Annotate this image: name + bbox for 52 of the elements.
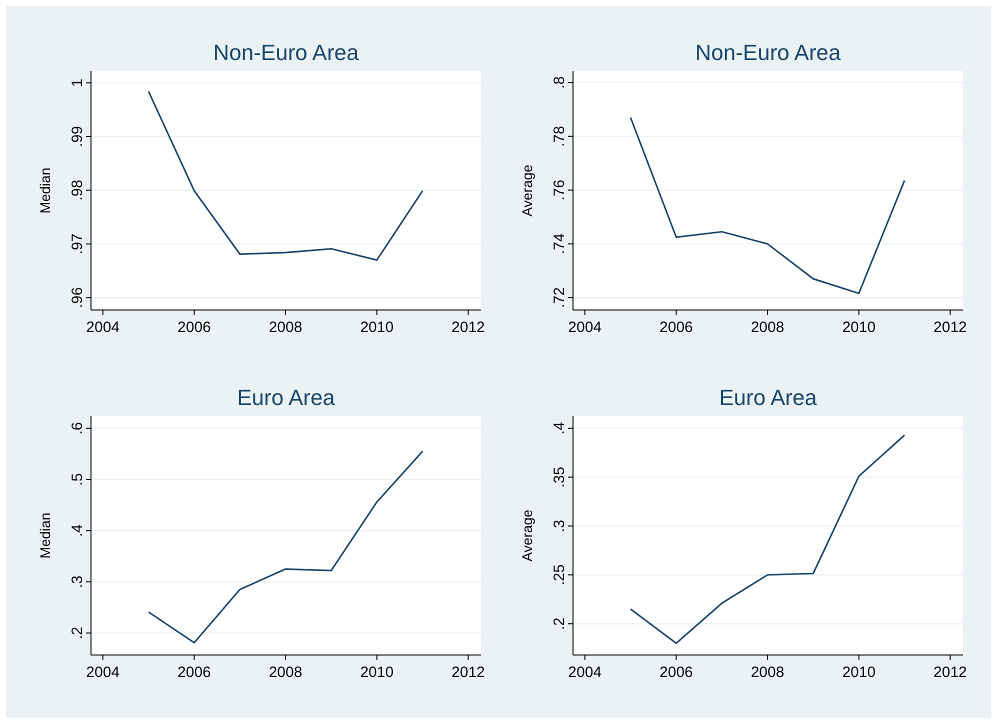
y-tick-label: .3 <box>551 520 568 532</box>
y-tick-label: .2 <box>69 626 86 640</box>
y-tick-label: .4 <box>551 422 568 435</box>
x-tick-label: 2010 <box>842 664 876 681</box>
y-axis-title: Median <box>37 168 53 214</box>
y-tick-label: .96 <box>69 287 86 308</box>
y-axis-title: Average <box>519 509 535 562</box>
line-series <box>630 116 906 294</box>
y-axis-title: Average <box>519 164 535 216</box>
y-tick-label: .99 <box>69 126 86 147</box>
y-tick-label: .5 <box>69 473 86 486</box>
y-axis-title: Median <box>37 512 53 558</box>
x-tick-label: 2008 <box>750 319 784 336</box>
x-tick-label: 2008 <box>268 319 302 336</box>
x-tick-label: 2006 <box>660 319 693 336</box>
y-tick-label: .35 <box>551 466 568 488</box>
y-tick-label: .3 <box>69 576 86 588</box>
line-series <box>148 450 424 644</box>
chart-title: Non-Euro Area <box>213 40 360 65</box>
y-tick-label: .74 <box>551 233 568 254</box>
y-tick-label: .78 <box>551 126 568 147</box>
line-series <box>148 90 424 261</box>
x-tick-label: 2006 <box>178 664 211 681</box>
x-tick-label: 2012 <box>452 664 485 681</box>
y-tick-label: 1 <box>69 78 86 87</box>
x-tick-label: 2012 <box>934 319 967 336</box>
y-tick-label: .25 <box>551 564 568 586</box>
x-tick-label: 2008 <box>268 664 302 681</box>
y-tick-label: .72 <box>551 287 568 308</box>
y-tick-label: .97 <box>69 234 86 254</box>
x-tick-label: 2006 <box>178 319 211 336</box>
x-tick-label: 2012 <box>934 664 967 681</box>
x-tick-label: 2004 <box>86 319 120 336</box>
y-tick-label: .2 <box>551 617 568 630</box>
y-tick-label: .6 <box>69 422 86 435</box>
chart-title: Euro Area <box>719 385 818 410</box>
x-tick-label: 2010 <box>842 319 876 336</box>
x-tick-label: 2008 <box>750 664 784 681</box>
x-tick-label: 2004 <box>568 319 602 336</box>
y-tick-label: .98 <box>69 180 86 201</box>
chart-title: Non-Euro Area <box>695 40 842 65</box>
x-tick-label: 2006 <box>660 664 693 681</box>
y-tick-label: .4 <box>69 524 86 537</box>
line-series <box>630 434 906 644</box>
x-tick-label: 2004 <box>86 664 120 681</box>
x-tick-label: 2010 <box>360 319 394 336</box>
x-tick-label: 2012 <box>452 319 485 336</box>
x-tick-label: 2004 <box>568 664 602 681</box>
x-tick-label: 2010 <box>360 664 394 681</box>
chart-title: Euro Area <box>237 385 336 410</box>
y-tick-label: .76 <box>551 180 568 201</box>
y-tick-label: .8 <box>551 76 568 89</box>
